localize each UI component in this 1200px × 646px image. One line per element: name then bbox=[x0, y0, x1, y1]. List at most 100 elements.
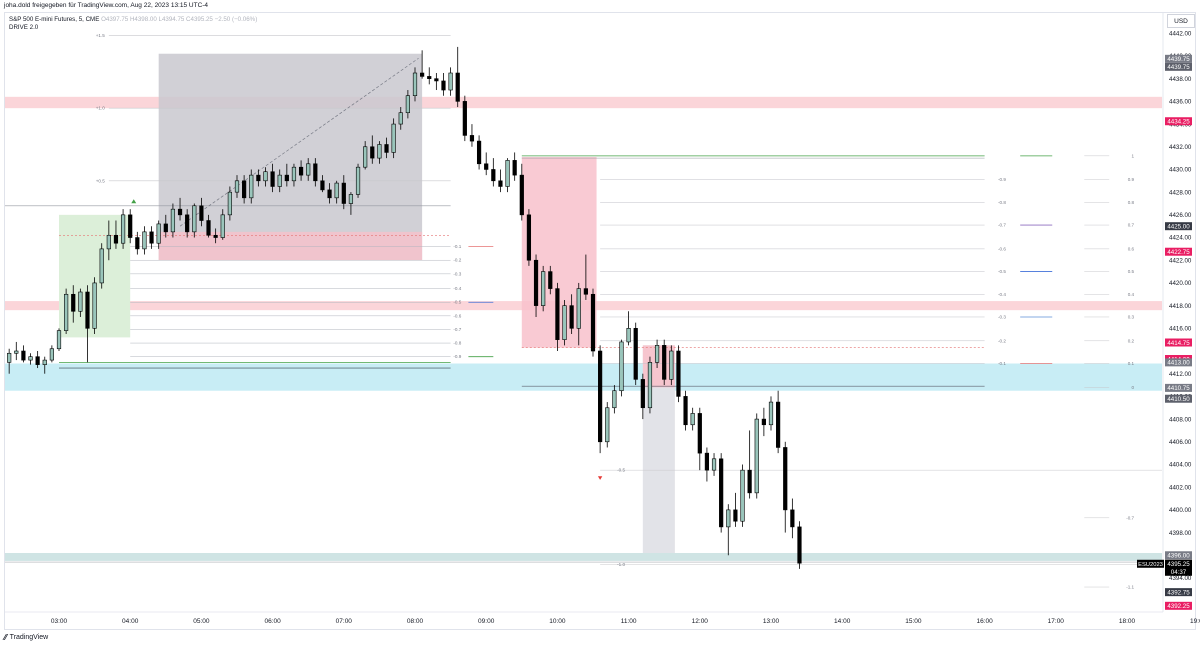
candle bbox=[562, 299, 567, 346]
candle-body bbox=[306, 163, 311, 176]
candle-body bbox=[605, 407, 610, 443]
candle-body bbox=[740, 469, 745, 522]
countdown-text: 04:37 bbox=[1171, 569, 1187, 576]
candle-body bbox=[327, 189, 332, 199]
candle-body bbox=[85, 291, 90, 329]
candle-body bbox=[662, 345, 667, 380]
fib-label: -1.0 bbox=[617, 562, 625, 567]
candle-body bbox=[640, 379, 645, 409]
legend-indicator[interactable]: DRIVE 2.0 bbox=[9, 24, 39, 31]
price-tick-label: 4400.00 bbox=[1169, 507, 1192, 514]
candle bbox=[348, 192, 354, 215]
tradingview-brand: TradingView bbox=[9, 634, 49, 641]
candle bbox=[797, 521, 802, 569]
candle-body bbox=[78, 291, 83, 312]
price-badge: 4414.75 bbox=[1165, 338, 1192, 347]
candle-body bbox=[99, 248, 104, 284]
candle-body bbox=[92, 282, 97, 329]
price-tick-label: 4404.00 bbox=[1169, 462, 1192, 469]
candle-body bbox=[598, 350, 603, 443]
cyan-band bbox=[5, 363, 1162, 391]
fib-label: -0.1 bbox=[998, 361, 1006, 366]
candle bbox=[306, 158, 311, 181]
candle bbox=[427, 67, 432, 85]
fib-label: 0.8 bbox=[1128, 200, 1135, 205]
candle-body bbox=[427, 76, 432, 79]
candle-body bbox=[49, 348, 54, 361]
candle bbox=[35, 351, 40, 369]
candle bbox=[263, 167, 268, 187]
price-badge-text: 4439.75 bbox=[1167, 56, 1190, 63]
candle-body bbox=[569, 305, 574, 329]
chart-pane[interactable] bbox=[4, 12, 1196, 630]
fib-label: -0.9 bbox=[453, 354, 461, 359]
candle-body bbox=[398, 112, 403, 125]
candle bbox=[640, 373, 645, 420]
candle bbox=[234, 175, 240, 198]
price-badge-bg bbox=[1165, 358, 1192, 367]
candle-body bbox=[491, 169, 496, 182]
time-tick-label: 09:00 bbox=[478, 618, 495, 625]
candle bbox=[726, 504, 731, 556]
candle bbox=[711, 453, 717, 476]
candle-body bbox=[548, 271, 553, 289]
candle-body bbox=[348, 194, 354, 204]
up-triangle-icon bbox=[131, 199, 137, 204]
candle-body bbox=[42, 359, 47, 365]
candle bbox=[7, 348, 12, 374]
candle-body bbox=[533, 259, 539, 306]
time-tick-label: 18:00 bbox=[1119, 618, 1136, 625]
fib-label: 0.6 bbox=[1128, 246, 1135, 251]
candle-body bbox=[555, 288, 560, 340]
candle bbox=[113, 220, 119, 249]
zones-layer bbox=[5, 53, 1162, 561]
price-tick-label: 4408.00 bbox=[1169, 416, 1192, 423]
price-badge-text: 4439.75 bbox=[1167, 64, 1190, 71]
time-tick-label: 15:00 bbox=[905, 618, 922, 625]
time-tick-label: 08:00 bbox=[407, 618, 424, 625]
candle bbox=[548, 265, 553, 295]
candle bbox=[398, 107, 403, 130]
candle bbox=[99, 243, 104, 289]
candle bbox=[761, 407, 766, 437]
candle-body bbox=[654, 345, 660, 363]
price-tick-label: 4436.00 bbox=[1169, 99, 1192, 106]
legend-symbol[interactable]: S&P 500 E-mini Futures, 5, CME bbox=[9, 16, 100, 23]
candle bbox=[199, 197, 204, 227]
fib-label: +0.5 bbox=[96, 178, 106, 183]
candle-body bbox=[177, 208, 183, 216]
candle-body bbox=[320, 180, 325, 191]
price-tick-label: 4442.00 bbox=[1169, 30, 1192, 37]
candle bbox=[476, 135, 482, 170]
price-badge-bg bbox=[1165, 383, 1192, 392]
fib-label: -0.3 bbox=[453, 271, 461, 276]
price-tick-label: 4428.00 bbox=[1169, 189, 1192, 196]
candle-body bbox=[270, 171, 275, 187]
candle bbox=[298, 160, 304, 181]
price-badge: 4392.25 bbox=[1165, 601, 1192, 610]
currency-button[interactable]: USD bbox=[1167, 14, 1195, 28]
candle-body bbox=[448, 72, 453, 91]
candle-body bbox=[797, 526, 802, 564]
candle bbox=[49, 345, 54, 363]
price-badge: 4410.50 bbox=[1165, 394, 1192, 403]
tradingview-footer[interactable]: ⁄⁄ TradingView bbox=[4, 631, 48, 645]
time-tick-label: 17:00 bbox=[1048, 618, 1065, 625]
price-badge-text: 4425.00 bbox=[1167, 223, 1190, 230]
candle bbox=[177, 197, 183, 221]
candle-body bbox=[284, 174, 289, 182]
time-axis: 03:00 04:00 05:00 06:00 07:00 08:00 09:00 10:00… bbox=[5, 611, 1200, 625]
time-tick-label: 10:00 bbox=[549, 618, 566, 625]
candle-body bbox=[28, 356, 33, 361]
candle bbox=[363, 141, 368, 170]
current-price-bg bbox=[1165, 559, 1192, 576]
candle bbox=[605, 402, 610, 448]
candle bbox=[662, 339, 667, 386]
candle-body bbox=[633, 328, 638, 380]
candle bbox=[654, 339, 660, 369]
fib-label: -0.5 bbox=[617, 468, 625, 473]
candle-body bbox=[683, 396, 688, 426]
candle-body bbox=[213, 234, 218, 238]
price-badge: 4439.75 bbox=[1165, 54, 1192, 63]
price-tick-label: 4398.00 bbox=[1169, 530, 1192, 537]
